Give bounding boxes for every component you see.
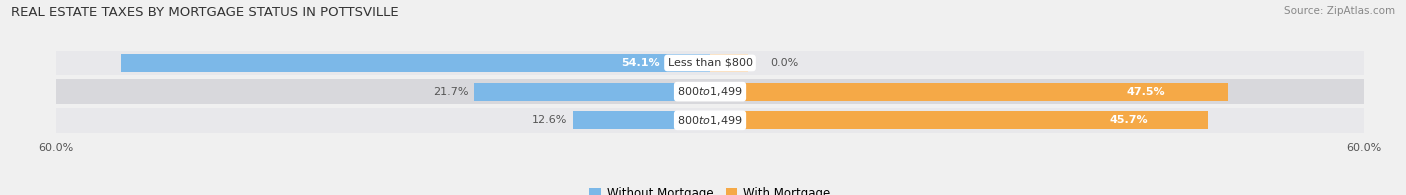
Bar [56,80,1364,104]
Bar [710,111,1208,129]
Text: 21.7%: 21.7% [433,87,468,97]
Text: 54.1%: 54.1% [621,58,661,68]
Text: Source: ZipAtlas.com: Source: ZipAtlas.com [1284,6,1395,16]
Legend: Without Mortgage, With Mortgage: Without Mortgage, With Mortgage [585,182,835,195]
Text: 47.5%: 47.5% [1126,87,1166,97]
Bar [572,111,710,129]
Text: 12.6%: 12.6% [531,115,567,125]
Text: $800 to $1,499: $800 to $1,499 [678,114,742,127]
Bar [710,83,1227,101]
Bar [474,83,710,101]
Bar [710,54,748,72]
Bar [121,54,710,72]
Text: Less than $800: Less than $800 [668,58,752,68]
Text: $800 to $1,499: $800 to $1,499 [678,85,742,98]
Bar [56,108,1364,133]
Text: 0.0%: 0.0% [770,58,799,68]
Bar [56,51,1364,75]
Text: REAL ESTATE TAXES BY MORTGAGE STATUS IN POTTSVILLE: REAL ESTATE TAXES BY MORTGAGE STATUS IN … [11,6,399,19]
Text: 45.7%: 45.7% [1109,115,1149,125]
